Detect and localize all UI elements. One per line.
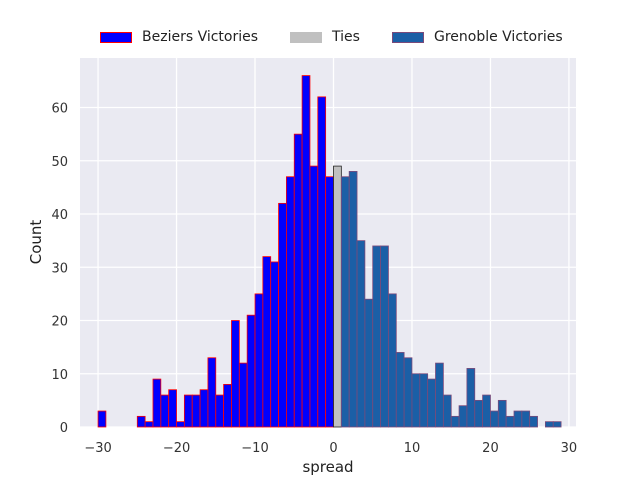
histogram-bar (207, 357, 217, 428)
histogram-bar (356, 240, 366, 428)
histogram-bar (466, 368, 476, 428)
histogram-bar (529, 415, 538, 428)
histogram-bar (309, 165, 319, 428)
legend: Beziers Victories Ties Grenoble Victories (100, 27, 595, 47)
histogram-bar (505, 415, 515, 428)
y-tick-label: 50 (51, 155, 68, 170)
x-tick-label: 0 (329, 441, 337, 456)
legend-label: Beziers Victories (142, 29, 259, 45)
x-tick-label: 10 (404, 441, 421, 456)
histogram-bar (552, 421, 562, 428)
histogram-bar (333, 165, 342, 428)
y-tick-label: 0 (60, 421, 68, 436)
x-tick-label: 20 (482, 441, 499, 456)
histogram-bar (521, 410, 531, 428)
histogram-bar (136, 415, 146, 428)
histogram-bar (317, 96, 327, 428)
y-tick-label: 40 (51, 208, 68, 223)
bars (97, 75, 562, 428)
legend-item: Beziers Victories (100, 29, 258, 45)
histogram-bar (490, 410, 499, 428)
histogram-bar (231, 320, 240, 428)
histogram-bar (372, 245, 381, 428)
histogram-bar (286, 176, 295, 428)
histogram-bar (215, 394, 225, 428)
histogram-bar (325, 176, 334, 428)
legend-item: Grenoble Victories (391, 29, 563, 45)
x-tick-label: 30 (561, 441, 578, 456)
histogram-bar (278, 202, 287, 428)
histogram-bar (144, 421, 154, 428)
histogram-bar (176, 421, 185, 428)
x-tick-label: −20 (163, 441, 190, 456)
y-tick-label: 30 (51, 261, 68, 276)
histogram-bar (199, 389, 209, 428)
histogram-bar (270, 261, 279, 428)
histogram-bar (427, 378, 436, 428)
legend-item: Ties (290, 29, 360, 45)
histogram-bar (395, 352, 405, 428)
legend-swatch (100, 31, 132, 43)
legend-label: Grenoble Victories (433, 29, 563, 45)
histogram-bar (544, 421, 554, 428)
histogram-bar (474, 399, 484, 428)
x-tick-label: −30 (84, 441, 111, 456)
histogram-bar (254, 293, 264, 428)
legend-swatch (290, 31, 323, 43)
histogram-bar (301, 75, 311, 428)
y-tick-label: 60 (51, 102, 68, 117)
legend-label: Ties (332, 29, 360, 45)
histogram-bar (348, 171, 358, 428)
histogram-bar (482, 394, 491, 428)
histogram-bar (191, 394, 201, 428)
histogram-bar (435, 362, 444, 428)
histogram-bar (403, 357, 413, 428)
histogram-bar (450, 415, 460, 428)
histogram-bar (246, 314, 256, 428)
legend-swatch (391, 31, 424, 43)
histogram-bar (458, 405, 468, 428)
y-tick-label: 10 (51, 368, 68, 383)
histogram-bar (168, 389, 177, 428)
histogram-bar (419, 373, 429, 428)
histogram-bar (340, 176, 350, 428)
histogram-bar (442, 394, 452, 428)
histogram-bar (97, 410, 107, 428)
histogram-bar (183, 394, 193, 428)
histogram-bar (388, 293, 397, 428)
histogram-bar (238, 362, 248, 428)
histogram-bar (513, 410, 523, 428)
histogram-bar (160, 394, 170, 428)
y-tick-label: 20 (51, 315, 68, 330)
histogram-bar (293, 133, 303, 428)
y-tick-labels: 0 10 20 30 40 50 60 (51, 102, 68, 436)
y-axis-label: Count (27, 220, 45, 265)
histogram-bar (262, 256, 272, 428)
x-tick-label: −10 (241, 441, 268, 456)
histogram-bar (411, 373, 421, 428)
histogram-bar (380, 245, 389, 428)
histogram-bar (497, 399, 507, 428)
histogram-bar (364, 298, 374, 428)
histogram-bar (223, 384, 232, 428)
x-tick-labels: −30 −20 −10 0 10 20 30 (84, 441, 577, 456)
x-axis-label: spread (302, 458, 353, 476)
histogram-bar (152, 378, 162, 428)
